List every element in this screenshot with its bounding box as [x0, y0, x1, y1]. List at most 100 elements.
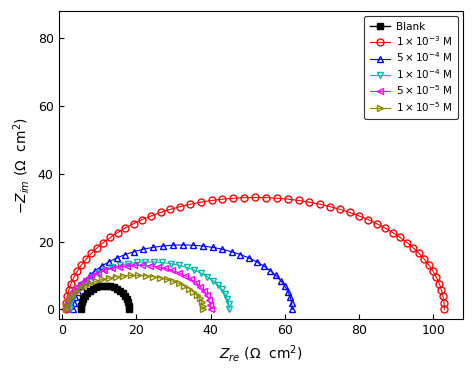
5e-5 [64, 302, 69, 307]
5e-4 [229, 249, 235, 254]
Blank [126, 303, 132, 308]
5e-5 [101, 268, 107, 273]
Blank [78, 303, 84, 308]
1e-5 [106, 276, 112, 280]
Line: Blank: Blank [78, 283, 132, 312]
5e-5 [204, 293, 210, 297]
Blank [79, 300, 85, 304]
5e-4 [273, 273, 279, 278]
1e-4 [191, 268, 197, 272]
5e-4 [160, 244, 165, 248]
1e-3 [115, 230, 120, 235]
5e-5 [208, 307, 213, 312]
1e-4 [184, 265, 190, 270]
Blank [80, 297, 86, 301]
1e-3 [74, 269, 80, 273]
1e-5 [64, 303, 69, 308]
5e-5 [169, 268, 175, 273]
Blank [97, 284, 102, 288]
Blank [114, 286, 120, 291]
5e-4 [246, 256, 252, 260]
1e-5 [113, 274, 119, 279]
5e-5 [176, 271, 182, 275]
1e-4 [151, 260, 156, 264]
1e-4 [117, 263, 123, 267]
5e-5 [206, 298, 212, 302]
1e-4 [176, 263, 182, 267]
5e-5 [89, 273, 94, 278]
1e-4 [67, 302, 73, 306]
5e-4 [131, 249, 137, 254]
1e-4 [69, 297, 74, 302]
1e-5 [186, 286, 192, 291]
5e-4 [92, 268, 98, 273]
5e-4 [190, 243, 196, 248]
5e-5 [193, 280, 199, 285]
1e-4 [204, 274, 210, 279]
Line: 1e-5: 1e-5 [63, 272, 207, 313]
1e-4 [74, 287, 80, 292]
1e-5 [77, 286, 83, 291]
Blank [100, 284, 106, 288]
5e-4 [282, 284, 288, 288]
1e-5 [100, 277, 105, 282]
1e-4 [95, 271, 100, 275]
5e-5 [155, 265, 161, 269]
Blank [104, 284, 109, 288]
5e-5 [73, 284, 79, 289]
5e-5 [67, 293, 73, 297]
5e-5 [83, 277, 89, 281]
5e-4 [78, 284, 83, 288]
1e-5 [176, 281, 182, 286]
1e-5 [182, 284, 187, 288]
Blank [111, 285, 117, 290]
1e-3 [177, 204, 183, 209]
5e-5 [65, 298, 71, 302]
5e-4 [289, 301, 295, 306]
5e-4 [290, 307, 295, 312]
5e-4 [106, 260, 112, 264]
1e-4 [134, 260, 139, 265]
1e-4 [215, 283, 220, 287]
Blank [125, 300, 131, 304]
5e-4 [285, 290, 291, 294]
5e-4 [150, 245, 155, 250]
Blank [87, 288, 93, 293]
1e-5 [65, 300, 71, 304]
1e-4 [168, 261, 173, 266]
5e-4 [71, 307, 76, 312]
5e-4 [180, 243, 186, 247]
Legend: Blank, $1\times10^{-3}$ M, $5\times10^{-4}$ M, $1\times10^{-4}$ M, $5\times10^{-: Blank, $1\times10^{-3}$ M, $5\times10^{-… [365, 16, 458, 119]
Blank [108, 284, 113, 288]
5e-5 [131, 263, 137, 268]
Blank [124, 297, 129, 301]
5e-5 [207, 302, 213, 307]
1e-3 [63, 307, 69, 312]
1e-4 [142, 260, 148, 264]
5e-4 [73, 295, 78, 300]
1e-5 [143, 274, 148, 278]
5e-4 [261, 264, 266, 268]
1e-5 [194, 293, 200, 297]
1e-3 [434, 275, 439, 279]
1e-4 [78, 283, 84, 287]
5e-4 [71, 301, 77, 306]
1e-5 [164, 277, 170, 282]
1e-3 [441, 307, 447, 312]
5e-5 [147, 264, 153, 268]
Blank [84, 291, 90, 296]
Blank [93, 285, 99, 290]
5e-4 [75, 290, 81, 294]
1e-5 [70, 293, 75, 297]
Y-axis label: $-Z_{im}$ ($\Omega$  cm$^2$): $-Z_{im}$ ($\Omega$ cm$^2$) [11, 117, 32, 214]
1e-4 [89, 274, 94, 279]
5e-4 [114, 256, 120, 260]
Blank [90, 286, 96, 291]
1e-4 [109, 265, 115, 270]
1e-4 [210, 278, 216, 283]
Line: 1e-4: 1e-4 [66, 258, 233, 313]
5e-4 [140, 247, 146, 252]
5e-4 [267, 268, 273, 273]
5e-4 [237, 252, 243, 257]
1e-5 [200, 303, 206, 308]
